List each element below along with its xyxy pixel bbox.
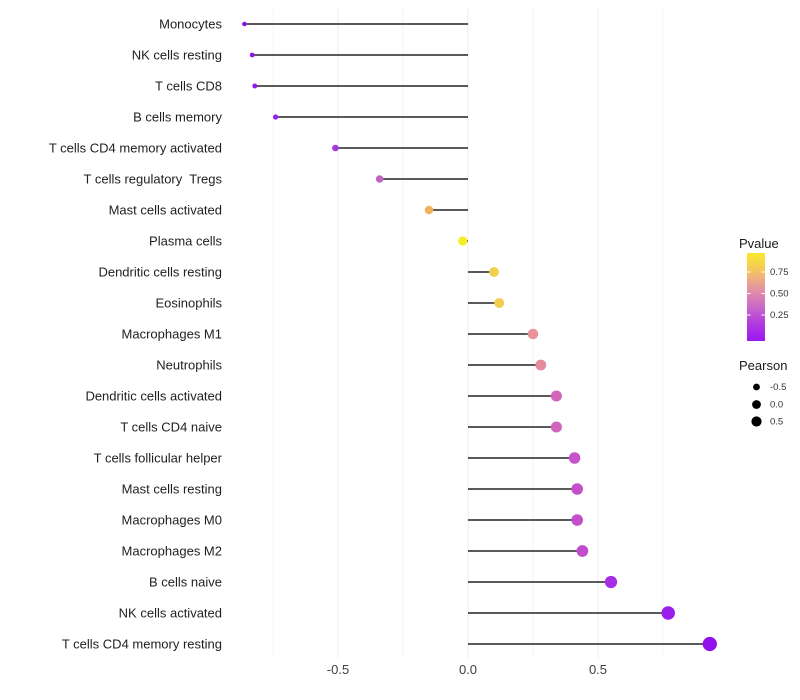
pearson-size-label: -0.5 bbox=[770, 382, 786, 393]
y-axis-label: T cells CD8 bbox=[155, 79, 222, 94]
lollipop-point bbox=[332, 144, 339, 152]
y-axis-label: Monocytes bbox=[159, 17, 222, 32]
lollipop-point bbox=[424, 205, 434, 215]
y-axis-label: Dendritic cells resting bbox=[98, 265, 222, 280]
lollipop-point bbox=[242, 21, 247, 27]
x-axis-tick-label: -0.5 bbox=[327, 662, 349, 677]
y-axis-label: Macrophages M2 bbox=[122, 544, 222, 559]
lollipop-point bbox=[568, 452, 581, 464]
lollipop-point bbox=[604, 575, 618, 589]
lollipop-point bbox=[494, 298, 505, 308]
y-axis-label: Macrophages M0 bbox=[122, 513, 222, 528]
lollipop-point bbox=[550, 421, 562, 433]
lollipop-point bbox=[702, 636, 717, 652]
y-axis-label: Dendritic cells activated bbox=[85, 389, 222, 404]
x-axis-tick-label: 0.5 bbox=[589, 662, 607, 677]
colorbar-tick-label: 0.75 bbox=[770, 267, 789, 278]
lollipop-point bbox=[375, 175, 384, 183]
pearson-legend-title: Pearson bbox=[739, 358, 787, 373]
lollipop-point bbox=[550, 390, 562, 402]
colorbar-tick-label: 0.50 bbox=[770, 289, 789, 300]
y-axis-label: Neutrophils bbox=[156, 358, 222, 373]
pearson-size-label: 0.0 bbox=[770, 400, 783, 411]
lollipop-point bbox=[576, 545, 589, 557]
y-axis-label: T cells CD4 naive bbox=[120, 420, 222, 435]
lollipop-point bbox=[272, 114, 279, 120]
lollipop-point bbox=[252, 83, 258, 89]
y-axis-label: T cells CD4 memory activated bbox=[49, 141, 222, 156]
lollipop-point bbox=[535, 359, 547, 371]
pearson-size-key bbox=[753, 383, 760, 391]
lollipop-point bbox=[489, 267, 499, 277]
lollipop-point bbox=[571, 514, 583, 526]
pearson-size-key bbox=[751, 416, 762, 427]
y-axis-label: Plasma cells bbox=[149, 234, 222, 249]
y-axis-label: B cells memory bbox=[133, 110, 222, 125]
y-axis-label: Macrophages M1 bbox=[122, 327, 222, 342]
pvalue-legend-title: Pvalue bbox=[739, 236, 779, 251]
y-axis-label: B cells naive bbox=[149, 575, 222, 590]
lollipop-point bbox=[571, 483, 583, 495]
lollipop-point bbox=[458, 236, 468, 246]
lollipop-point bbox=[527, 328, 539, 340]
y-axis-label: T cells regulatory Tregs bbox=[84, 172, 223, 187]
lollipop-point bbox=[661, 606, 675, 620]
y-axis-label: NK cells resting bbox=[132, 48, 222, 63]
y-axis-label: NK cells activated bbox=[119, 606, 222, 621]
pvalue-colorbar bbox=[747, 253, 765, 341]
y-axis-label: T cells follicular helper bbox=[94, 451, 223, 466]
pearson-size-label: 0.5 bbox=[770, 417, 783, 428]
y-axis-label: Eosinophils bbox=[156, 296, 223, 311]
y-axis-label: Mast cells resting bbox=[122, 482, 222, 497]
colorbar-tick-label: 0.25 bbox=[770, 310, 789, 321]
y-axis-label: T cells CD4 memory resting bbox=[62, 637, 222, 652]
pearson-size-key bbox=[752, 400, 761, 409]
x-axis-tick-label: 0.0 bbox=[459, 662, 477, 677]
y-axis-label: Mast cells activated bbox=[109, 203, 222, 218]
lollipop-point bbox=[249, 52, 255, 58]
